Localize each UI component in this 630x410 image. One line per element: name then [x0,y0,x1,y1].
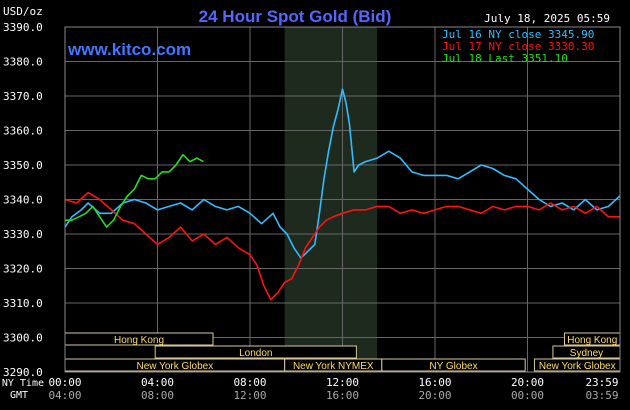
series-line-0 [64,88,621,259]
y-tick-label: 3370.0 [3,90,43,103]
series-line-1 [64,191,620,301]
x-tick-label-gmt: 03:59 [585,389,618,402]
y-tick-label: 3290.0 [3,366,43,379]
y-tick-label: 3300.0 [3,332,43,345]
watermark: www.kitco.com [67,40,191,59]
y-tick-label: 3330.0 [3,228,43,241]
session-label: London [239,348,272,359]
y-unit-label: USD/oz [3,5,43,18]
plot-frame [64,26,621,373]
x-tick-label-ny: 23:59 [585,376,618,389]
x-tick-label-ny: 20:00 [511,376,544,389]
session-bar [381,358,526,372]
x-tick-label-gmt: 20:00 [418,389,451,402]
session-label: New York NYMEX [293,361,374,372]
session-label: Hong Kong [114,335,164,346]
legend-item-jul18: Jul 18 Last 3351.10 [442,52,568,65]
chart-date-label: July 18, 2025 05:59 [484,12,610,25]
series-line-2 [65,153,204,228]
y-tick-label: 3320.0 [3,263,43,276]
x-tick-label-gmt: 12:00 [233,389,266,402]
session-bar [154,345,357,359]
session-label: Hong Kong [567,335,617,346]
y-tick-label: 3310.0 [3,297,43,310]
x-tick-label-ny: 04:00 [141,376,174,389]
chart-title: 24 Hour Spot Gold (Bid) [199,7,392,26]
x-tick-label-ny: 00:00 [48,376,81,389]
x-tick-label-gmt: 08:00 [141,389,174,402]
y-tick-labels: 3390.0 3380.0 3370.0 3360.0 3350.0 3340.0 3330… [3,21,43,379]
legend-item-jul17: Jul 17 NY close 3330.30 [442,40,594,53]
x-tick-label-ny: 12:00 [326,376,359,389]
legend: Jul 16 NY close 3345.90 Jul 17 NY close … [442,28,594,65]
x-tick-label-ny: 16:00 [418,376,451,389]
x-tick-label-gmt: 00:00 [511,389,544,402]
x-axis-ny-label: NY Time [2,378,44,389]
session-label: Sydney [570,348,603,359]
session-label: New York Globex [136,361,213,372]
session-label: New York Globex [539,361,616,372]
y-tick-label: 3350.0 [3,159,43,172]
session-label: NY Globex [429,361,477,372]
price-series [64,88,621,301]
legend-item-jul16: Jul 16 NY close 3345.90 [442,28,594,41]
x-tick-labels: 00:0004:0004:0008:0008:0012:0012:0016:00… [48,376,618,402]
x-tick-label-gmt: 04:00 [48,389,81,402]
x-axis-gmt-label: GMT [10,390,28,401]
y-tick-label: 3360.0 [3,125,43,138]
x-tick-label-ny: 08:00 [233,376,266,389]
y-tick-label: 3390.0 [3,21,43,34]
market-session-bars: Hong Kong London New York Globex New York N… [64,332,621,372]
x-tick-label-gmt: 16:00 [326,389,359,402]
y-tick-label: 3380.0 [3,56,43,69]
y-tick-label: 3340.0 [3,194,43,207]
